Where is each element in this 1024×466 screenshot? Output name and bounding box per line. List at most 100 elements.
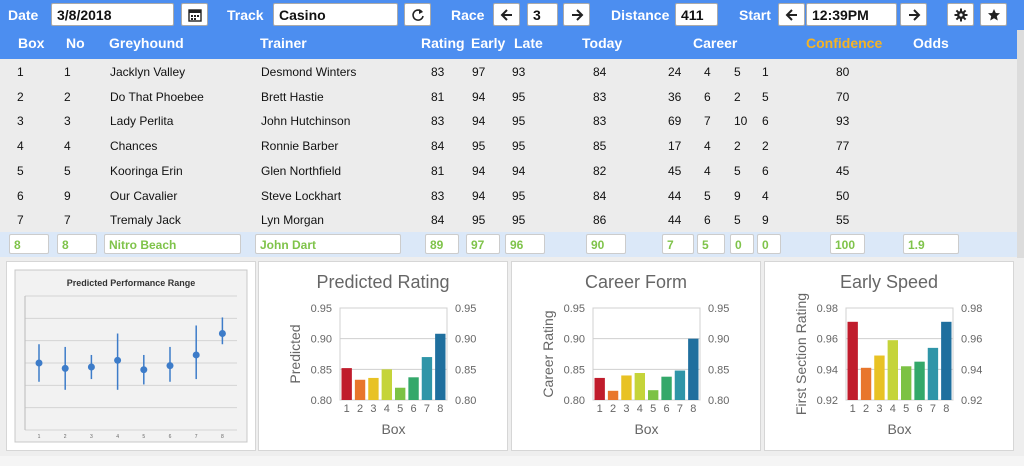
- y-tick-label: 0.80: [564, 395, 585, 407]
- table-body: 1 1 Jacklyn Valley Desmond Winters 83 97 93 84 2…: [0, 59, 1017, 232]
- cell-today: 85: [593, 139, 607, 154]
- bar: [381, 369, 392, 400]
- col-odds[interactable]: Odds: [913, 35, 949, 51]
- y-tick-label: 0.90: [564, 334, 585, 346]
- y-tick-label: 0.85: [311, 364, 332, 376]
- cell-career: 1: [762, 65, 769, 79]
- race-next-icon[interactable]: [563, 3, 590, 26]
- cell-career: 5: [734, 213, 741, 228]
- table-row[interactable]: 7 7 Tremaly Jack Lyn Morgan 84 95 95 86 44 6 5 9 55: [0, 207, 1017, 232]
- y2-tick-label: 0.85: [455, 364, 476, 376]
- track-label: Track: [227, 7, 264, 23]
- pred-today[interactable]: 90: [586, 234, 626, 254]
- cell-trainer: Desmond Winters: [261, 65, 357, 79]
- col-rating[interactable]: Rating: [421, 35, 465, 51]
- col-greyhound[interactable]: Greyhound: [109, 35, 184, 51]
- refresh-icon[interactable]: [404, 3, 431, 26]
- cell-early: 97: [472, 65, 486, 79]
- y-tick-label: 0.96: [817, 334, 838, 346]
- race-prev-icon[interactable]: [493, 3, 520, 26]
- pred-trainer[interactable]: John Dart: [255, 234, 401, 254]
- x-tick-label: 6: [411, 403, 417, 415]
- pred-career-wins[interactable]: 5: [697, 234, 725, 254]
- cell-today: 84: [593, 188, 607, 203]
- bar: [941, 321, 952, 400]
- cell-today: 84: [593, 65, 607, 79]
- y-tick-label: 0.90: [311, 334, 332, 346]
- col-late[interactable]: Late: [514, 35, 543, 51]
- cell-early: 94: [472, 188, 486, 203]
- pred-greyhound[interactable]: Nitro Beach: [104, 234, 241, 254]
- y-tick-label: 0.94: [817, 364, 838, 376]
- table-row[interactable]: 1 1 Jacklyn Valley Desmond Winters 83 97 93 84 2…: [0, 59, 1017, 84]
- bar: [594, 377, 605, 400]
- x-tick-label: 7: [195, 434, 198, 440]
- table-row[interactable]: 2 2 Do That Phoebee Brett Hastie 81 94 95 83 36 6…: [0, 84, 1017, 109]
- pred-rating[interactable]: 89: [425, 234, 459, 254]
- col-today[interactable]: Today: [582, 35, 623, 51]
- bar: [901, 366, 912, 400]
- pred-confidence[interactable]: 100: [830, 234, 865, 254]
- bar: [914, 361, 925, 400]
- y2-tick-label: 0.80: [455, 395, 476, 407]
- date-label: Date: [8, 7, 39, 23]
- start-prev-icon[interactable]: [778, 3, 805, 26]
- cell-rating: 81: [431, 163, 445, 178]
- cell-no: 9: [64, 188, 71, 203]
- scrollbar[interactable]: [1017, 30, 1024, 258]
- cell-career: 6: [704, 213, 711, 228]
- y-tick-label: 0.85: [564, 364, 585, 376]
- cell-career: 2: [734, 139, 741, 154]
- cell-career: 6: [704, 89, 711, 104]
- pred-early[interactable]: 97: [466, 234, 500, 254]
- start-input[interactable]: 12:39PM: [806, 3, 897, 26]
- cell-no: 4: [64, 139, 71, 154]
- pred-career-seconds[interactable]: 0: [730, 234, 754, 254]
- col-no[interactable]: No: [66, 35, 85, 51]
- race-input[interactable]: 3: [527, 3, 558, 26]
- cell-early: 95: [472, 139, 486, 154]
- y2-tick-label: 0.90: [708, 334, 729, 346]
- start-next-icon[interactable]: [900, 3, 927, 26]
- col-confidence[interactable]: Confidence: [806, 35, 883, 51]
- date-input[interactable]: 3/8/2018: [51, 3, 174, 26]
- y-axis-label: Career Rating: [540, 310, 556, 397]
- calendar-icon[interactable]: [181, 3, 208, 26]
- x-tick-label: 6: [169, 434, 172, 440]
- pred-career-thirds[interactable]: 0: [757, 234, 781, 254]
- track-input[interactable]: Casino: [273, 3, 398, 26]
- col-career[interactable]: Career: [693, 35, 738, 51]
- cell-rating: 84: [431, 139, 445, 154]
- star-icon[interactable]: [980, 3, 1007, 26]
- col-early[interactable]: Early: [471, 35, 506, 51]
- cell-box: 3: [17, 114, 24, 129]
- x-tick-label: 4: [890, 403, 896, 415]
- table-row[interactable]: 4 4 Chances Ronnie Barber 84 95 95 85 17 4 2 2 77: [0, 133, 1017, 158]
- table-row[interactable]: 6 9 Our Cavalier Steve Lockhart 83 94 95 84 44 5 9…: [0, 183, 1017, 208]
- pred-no[interactable]: 8: [57, 234, 97, 254]
- cell-no: 2: [64, 89, 71, 104]
- x-tick-label: 2: [357, 403, 363, 415]
- prediction-row[interactable]: 8 8 Nitro Beach John Dart 89 97 96 90 7 …: [0, 232, 1017, 257]
- cell-confidence: 80: [836, 65, 850, 79]
- distance-input[interactable]: 411: [675, 3, 718, 26]
- cell-today: 83: [593, 89, 607, 104]
- cell-career: 10: [734, 114, 748, 129]
- pred-box[interactable]: 8: [9, 234, 49, 254]
- cell-late: 95: [512, 213, 526, 228]
- x-tick-label: 3: [370, 403, 376, 415]
- pred-odds[interactable]: 1.9: [903, 234, 959, 254]
- x-axis-label: Box: [381, 421, 405, 437]
- table-row[interactable]: 5 5 Kooringa Erin Glen Northfield 81 94 94 82 45…: [0, 158, 1017, 183]
- cell-no: 3: [64, 114, 71, 129]
- cell-career: 17: [668, 139, 682, 154]
- cell-rating: 83: [431, 65, 445, 79]
- col-box[interactable]: Box: [18, 35, 45, 51]
- pred-late[interactable]: 96: [505, 234, 545, 254]
- bar: [887, 340, 898, 400]
- gear-icon[interactable]: [947, 3, 974, 26]
- pred-career-starts[interactable]: 7: [662, 234, 694, 254]
- col-trainer[interactable]: Trainer: [260, 35, 307, 51]
- table-row[interactable]: 3 3 Lady Perlita John Hutchinson 83 94 95 83 69 7…: [0, 108, 1017, 133]
- career-form-title: Career Form: [584, 272, 687, 292]
